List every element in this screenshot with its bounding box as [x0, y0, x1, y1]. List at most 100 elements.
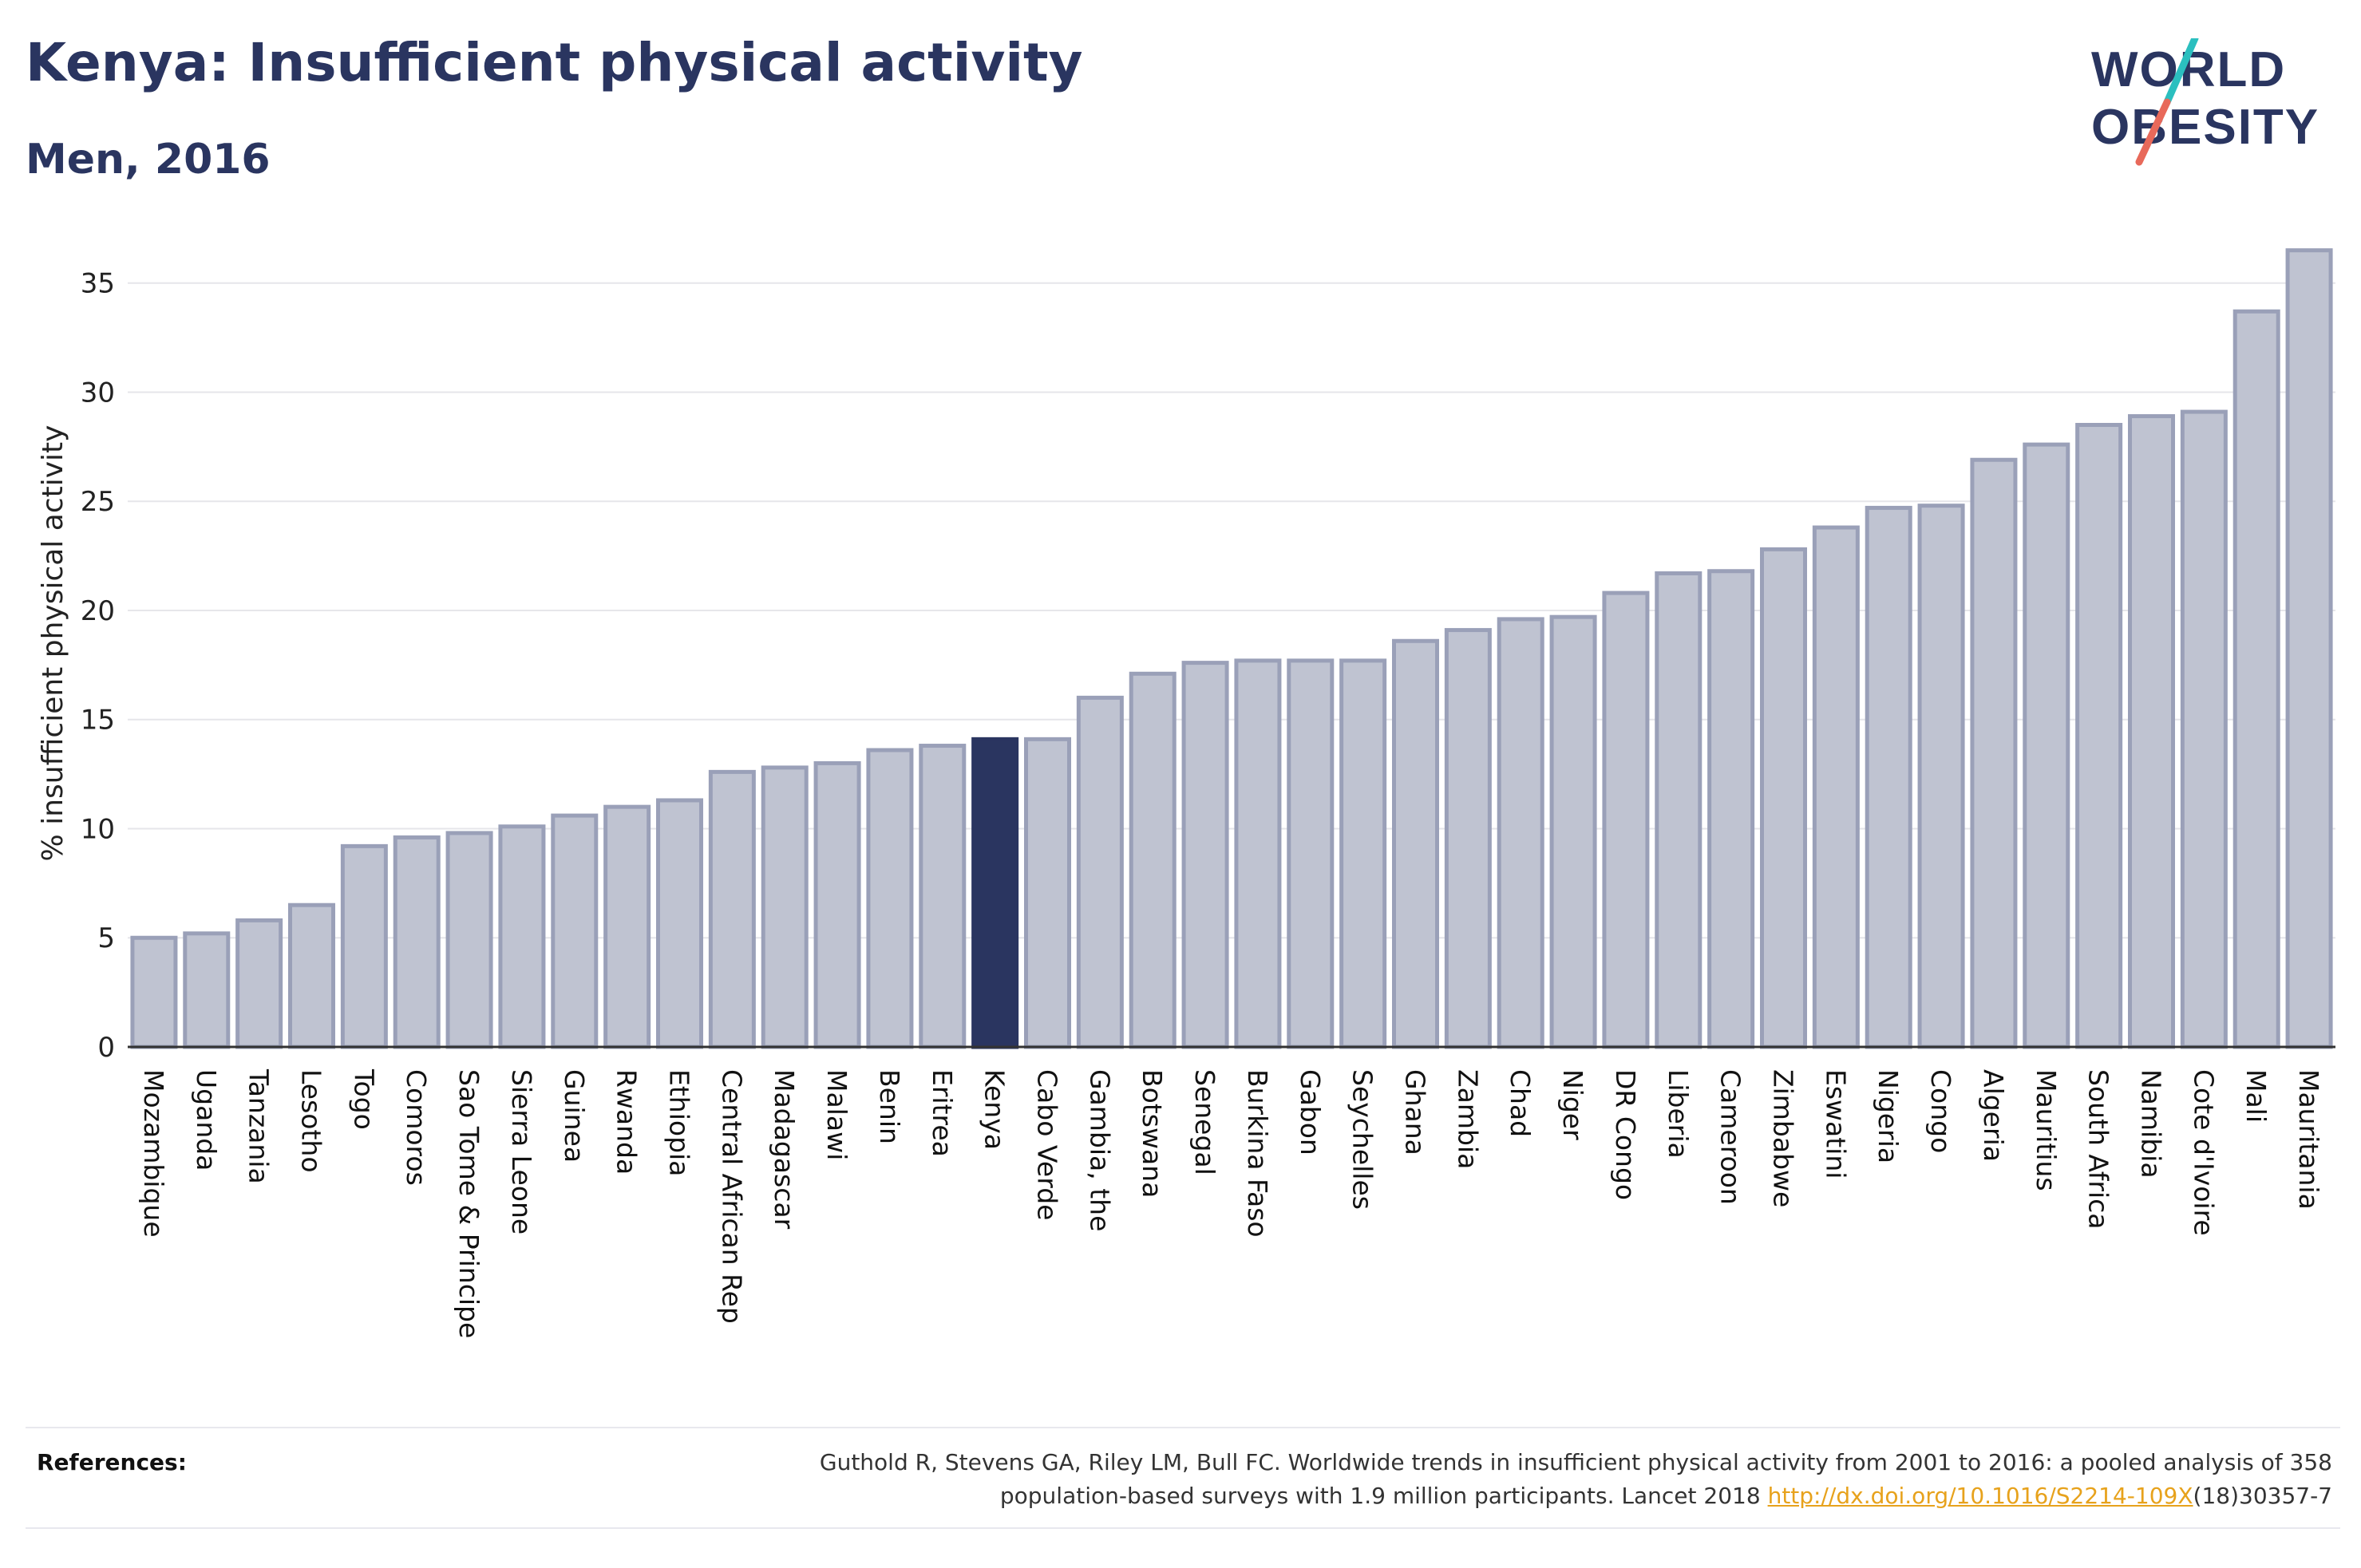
- bar-zimbabwe: [1759, 547, 1808, 1049]
- bar-malawi: [813, 760, 861, 1049]
- bar-benin: [866, 748, 914, 1049]
- y-tick-label: 0: [97, 1032, 115, 1064]
- x-tick-label: Mali: [2240, 1069, 2272, 1123]
- y-tick-label: 15: [81, 705, 115, 737]
- x-tick-label: Kenya: [979, 1069, 1010, 1150]
- logo-slash-bottom: [2135, 98, 2171, 166]
- x-tick-label: Guinea: [559, 1069, 590, 1163]
- y-tick-label: 25: [81, 486, 115, 518]
- x-tick-label: Cote d'Ivoire: [2188, 1069, 2219, 1236]
- bar-rwanda: [603, 804, 651, 1049]
- logo-word-obesity: OBESITY: [2091, 100, 2319, 155]
- x-tick-label: Uganda: [191, 1069, 222, 1171]
- bar-kenya: [971, 737, 1019, 1049]
- y-tick-label: 20: [81, 595, 115, 627]
- x-tick-label: DR Congo: [1610, 1069, 1641, 1200]
- bar-togo: [340, 843, 388, 1049]
- bar-burkina-faso: [1234, 658, 1282, 1049]
- references-text: Guthold R, Stevens GA, Riley LM, Bull FC…: [496, 1446, 2332, 1513]
- x-tick-label: Sierra Leone: [506, 1069, 537, 1234]
- bar-eswatini: [1812, 525, 1860, 1049]
- x-tick-label: Mauritius: [2031, 1069, 2062, 1191]
- x-tick-label: Burkina Faso: [1242, 1069, 1273, 1238]
- bar-eritrea: [919, 744, 967, 1049]
- x-tick-label: Ghana: [1400, 1069, 1431, 1155]
- bar-chart: 0 5 10 15 20 25 30 35 Mozambique Uganda Tanzania L…: [37, 248, 2335, 1338]
- x-tick-label: Mauritania: [2293, 1069, 2324, 1210]
- bars: [130, 248, 2333, 1049]
- y-tick-label: 35: [81, 268, 115, 300]
- bar-dr-congo: [1602, 590, 1650, 1049]
- chart-title: Kenya: Insufficient physical activity: [26, 32, 1083, 93]
- bar-lesotho: [287, 902, 336, 1049]
- reference-line-2-end: (18)30357-7: [2193, 1483, 2332, 1509]
- x-axis-ticks: Mozambique Uganda Tanzania Lesotho Togo Comor…: [138, 1068, 2324, 1338]
- bar-ethiopia: [655, 798, 704, 1049]
- x-tick-label: Cameroon: [1715, 1069, 1746, 1205]
- bar-cabo-verde: [1023, 737, 1072, 1049]
- bar-zambia: [1444, 628, 1492, 1049]
- bar-central-african-rep: [708, 769, 756, 1049]
- x-tick-label: Congo: [1925, 1069, 1956, 1153]
- bar-uganda: [183, 931, 231, 1049]
- x-tick-label: Sao Tome & Principe: [453, 1069, 484, 1338]
- x-tick-label: Togo: [348, 1068, 379, 1130]
- x-tick-label: Tanzania: [243, 1068, 275, 1184]
- x-tick-label: Benin: [874, 1069, 905, 1144]
- y-axis-label: % insufficient physical activity: [37, 425, 69, 862]
- bar-gambia-the: [1076, 695, 1124, 1049]
- bar-liberia: [1655, 571, 1703, 1049]
- bar-mali: [2232, 309, 2280, 1049]
- x-tick-label: Zimbabwe: [1768, 1069, 1799, 1207]
- bar-seychelles: [1339, 658, 1387, 1049]
- reference-line-1: Guthold R, Stevens GA, Riley LM, Bull FC…: [819, 1449, 2332, 1475]
- bar-chad: [1497, 617, 1544, 1049]
- bar-mauritius: [2023, 442, 2070, 1049]
- bar-niger: [1549, 614, 1597, 1049]
- y-tick-label: 5: [97, 922, 115, 954]
- x-tick-label: Central African Rep: [716, 1069, 747, 1324]
- bar-tanzania: [235, 918, 283, 1049]
- x-tick-label: Nigeria: [1873, 1069, 1904, 1163]
- bar-mozambique: [130, 935, 178, 1049]
- bar-senegal: [1181, 661, 1229, 1049]
- y-axis-ticks: 0 5 10 15 20 25 30 35: [81, 268, 115, 1064]
- x-tick-label: Eritrea: [927, 1069, 958, 1157]
- y-tick-label: 30: [81, 377, 115, 409]
- bar-nigeria: [1865, 505, 1912, 1049]
- x-tick-label: Ethiopia: [664, 1069, 695, 1176]
- bar-ghana: [1391, 638, 1440, 1049]
- bar-sierra-leone: [498, 824, 546, 1049]
- x-tick-label: Cabo Verde: [1032, 1069, 1063, 1220]
- bar-comoros: [393, 835, 441, 1049]
- x-tick-label: Chad: [1505, 1069, 1536, 1137]
- x-tick-label: Zambia: [1452, 1069, 1483, 1169]
- x-tick-label: Seychelles: [1347, 1069, 1378, 1210]
- x-tick-label: Senegal: [1189, 1069, 1220, 1175]
- bar-cameroon: [1707, 569, 1755, 1049]
- x-tick-label: Namibia: [2136, 1069, 2167, 1179]
- bar-gabon: [1287, 658, 1335, 1049]
- bar-sao-tome-principe: [445, 831, 493, 1049]
- x-tick-label: South Africa: [2083, 1069, 2114, 1230]
- bar-botswana: [1129, 671, 1177, 1049]
- x-tick-label: Malawi: [821, 1069, 852, 1160]
- x-tick-label: Botswana: [1137, 1069, 1168, 1198]
- bar-cote-d-ivoire: [2180, 409, 2228, 1049]
- doi-link[interactable]: http://dx.doi.org/10.1016/S2214-109X: [1767, 1483, 2193, 1509]
- x-tick-label: Lesotho: [296, 1069, 327, 1173]
- x-tick-label: Liberia: [1663, 1069, 1694, 1159]
- x-tick-label: Algeria: [1978, 1069, 2009, 1162]
- bar-south-africa: [2075, 422, 2123, 1049]
- bar-guinea: [551, 813, 599, 1049]
- bar-algeria: [1970, 457, 2018, 1049]
- x-tick-label: Gabon: [1295, 1069, 1326, 1155]
- x-tick-label: Rwanda: [611, 1069, 643, 1175]
- bar-mauritania: [2285, 248, 2333, 1049]
- references-footer: References: Guthold R, Stevens GA, Riley…: [26, 1427, 2340, 1529]
- x-tick-label: Eswatini: [1820, 1069, 1851, 1179]
- bar-congo: [1917, 504, 1965, 1049]
- x-tick-label: Madagascar: [769, 1069, 800, 1230]
- chart-subtitle: Men, 2016: [26, 136, 271, 184]
- x-tick-label: Mozambique: [138, 1069, 169, 1238]
